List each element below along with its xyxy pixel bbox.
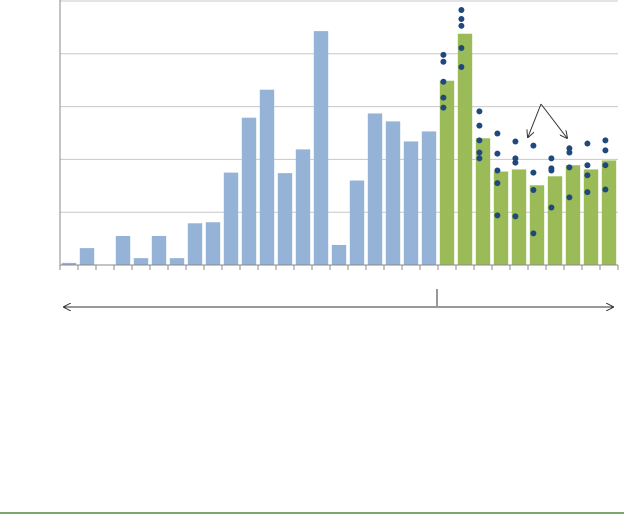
forecast-dot — [584, 140, 591, 147]
bar — [403, 141, 419, 265]
forecast-dot — [512, 138, 519, 145]
forecast-dot — [566, 145, 573, 152]
bar — [61, 262, 77, 265]
forecast-dot — [440, 51, 447, 58]
forecast-dot — [440, 104, 447, 111]
bar — [601, 160, 617, 265]
forecast-dot — [476, 155, 483, 162]
forecast-dot — [566, 164, 573, 171]
bar — [475, 138, 491, 265]
bar — [223, 172, 239, 265]
bar — [115, 235, 131, 265]
forecast-dot — [548, 155, 555, 162]
bar — [79, 248, 95, 265]
forecast-dot — [494, 150, 501, 157]
forecast-dot — [476, 137, 483, 144]
forecast-dot — [476, 108, 483, 115]
bar — [313, 31, 329, 265]
forecast-dot — [476, 149, 483, 156]
bar — [565, 165, 581, 265]
forecast-dot — [530, 187, 537, 194]
bar — [421, 131, 437, 265]
bar — [295, 149, 311, 265]
bar — [547, 176, 563, 265]
bar — [331, 244, 347, 265]
bar — [529, 185, 545, 265]
bar — [133, 258, 149, 265]
forecast-dot — [548, 167, 555, 174]
forecast-dot — [602, 186, 609, 193]
forecast-dot — [584, 189, 591, 196]
bar — [241, 117, 257, 265]
bar — [385, 121, 401, 265]
bar — [151, 235, 167, 265]
forecast-dot — [494, 167, 501, 174]
bar — [367, 113, 383, 266]
forecast-dot — [584, 162, 591, 169]
forecast-dot — [602, 147, 609, 154]
annotation-arrow — [540, 103, 567, 138]
bar — [205, 222, 221, 265]
bar — [259, 89, 275, 265]
forecast-dot — [530, 230, 537, 237]
forecast-dot — [440, 78, 447, 85]
forecast-dot — [512, 155, 519, 162]
bar — [583, 169, 599, 265]
bar — [493, 171, 509, 265]
forecast-dot — [494, 130, 501, 137]
forecast-dot — [458, 64, 465, 70]
bar — [511, 169, 527, 265]
forecast-dot — [530, 142, 537, 149]
forecast-dot — [602, 137, 609, 144]
annotation-arrow — [528, 103, 542, 137]
forecast-dot — [458, 22, 465, 29]
forecast-dot — [494, 180, 501, 187]
forecast-dot — [440, 58, 447, 65]
forecast-dot — [548, 204, 555, 211]
forecast-dot — [566, 149, 573, 156]
bar — [457, 33, 473, 266]
forecast-dot — [512, 159, 519, 166]
forecast-dot — [458, 15, 465, 22]
bar — [187, 223, 203, 265]
forecast-dot — [584, 172, 591, 179]
forecast-dot — [530, 169, 537, 176]
forecast-dot — [602, 162, 609, 169]
forecast-dot — [476, 122, 483, 129]
forecast-dot — [458, 44, 465, 51]
bar — [277, 173, 293, 265]
forecast-dot — [512, 213, 519, 220]
forecast-dot — [566, 194, 573, 201]
bar — [169, 258, 185, 265]
forecast-dot — [440, 94, 447, 101]
bar — [439, 80, 455, 265]
forecast-dot — [458, 6, 465, 13]
forecast-dot — [494, 212, 501, 219]
bar — [349, 180, 365, 265]
